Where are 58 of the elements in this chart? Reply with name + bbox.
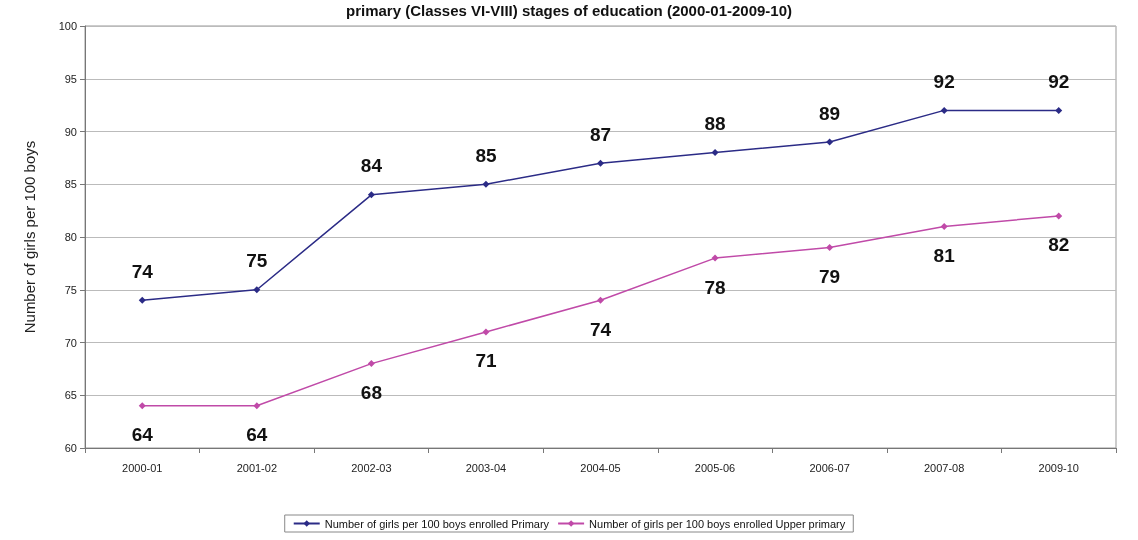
data-label: 64: [246, 424, 268, 446]
data-label: 75: [246, 250, 268, 272]
legend-label: Number of girls per 100 boys enrolled Primary: [324, 517, 550, 530]
data-label: 88: [704, 113, 726, 135]
point: [253, 402, 261, 410]
x-tick-label: 2001-02: [236, 461, 278, 474]
x-tick-label: 2007-08: [923, 461, 965, 474]
point: [711, 149, 719, 157]
data-label: 92: [933, 70, 955, 92]
point: [597, 296, 604, 304]
y-tick-label: 90: [64, 125, 77, 138]
data-label: 82: [1048, 234, 1070, 256]
data-label: 84: [360, 155, 383, 177]
point: [711, 254, 719, 262]
x-tick-label: 2004-05: [580, 461, 621, 474]
point: [482, 180, 490, 188]
y-axis-title: Number of girls per 100 boys: [21, 140, 38, 334]
data-label: 87: [589, 123, 612, 145]
point: [1055, 106, 1063, 114]
x-tick-label: 2005-06: [694, 461, 736, 474]
point: [826, 138, 834, 146]
data-label: 74: [131, 260, 154, 282]
legend-label: Number of girls per 100 boys enrolled Upper primary: [589, 517, 846, 530]
y-tick-label: 80: [64, 231, 77, 243]
data-label: 64: [131, 424, 154, 446]
y-tick-label: 85: [64, 178, 77, 191]
point: [940, 106, 948, 114]
y-tick-label: 70: [64, 336, 77, 349]
x-tick-label: 2002-03: [351, 461, 392, 474]
point: [138, 402, 146, 410]
data-label: 92: [1048, 70, 1070, 92]
data-label: 79: [819, 266, 841, 288]
y-tick-label: 95: [64, 72, 77, 85]
y-tick-label: 60: [64, 442, 77, 454]
point: [367, 360, 375, 368]
data-label: 89: [819, 102, 841, 124]
x-tick-label: 2003-04: [465, 461, 507, 474]
data-label: 68: [360, 382, 382, 404]
data-label: 81: [933, 244, 956, 266]
data-label: 74: [589, 318, 612, 340]
data-label: 71: [475, 350, 497, 372]
point: [367, 191, 375, 199]
data-label: 85: [475, 144, 497, 166]
point: [253, 286, 261, 294]
data-label: 78: [704, 276, 726, 298]
y-tick-label: 100: [58, 20, 77, 32]
x-tick-label: 2000-01: [122, 461, 163, 474]
x-tick-label: 2006-07: [809, 461, 850, 474]
point: [940, 222, 948, 230]
point: [826, 244, 834, 252]
point: [1055, 212, 1063, 220]
y-tick-label: 75: [64, 283, 77, 296]
x-tick-label: 2009-10: [1038, 461, 1079, 474]
point: [597, 159, 604, 167]
y-tick-label: 65: [64, 389, 77, 402]
chart-title: primary (Classes VI-VIII) stages of education (2000-01-2009-10): [345, 2, 793, 19]
point: [482, 328, 490, 336]
point: [138, 296, 146, 304]
